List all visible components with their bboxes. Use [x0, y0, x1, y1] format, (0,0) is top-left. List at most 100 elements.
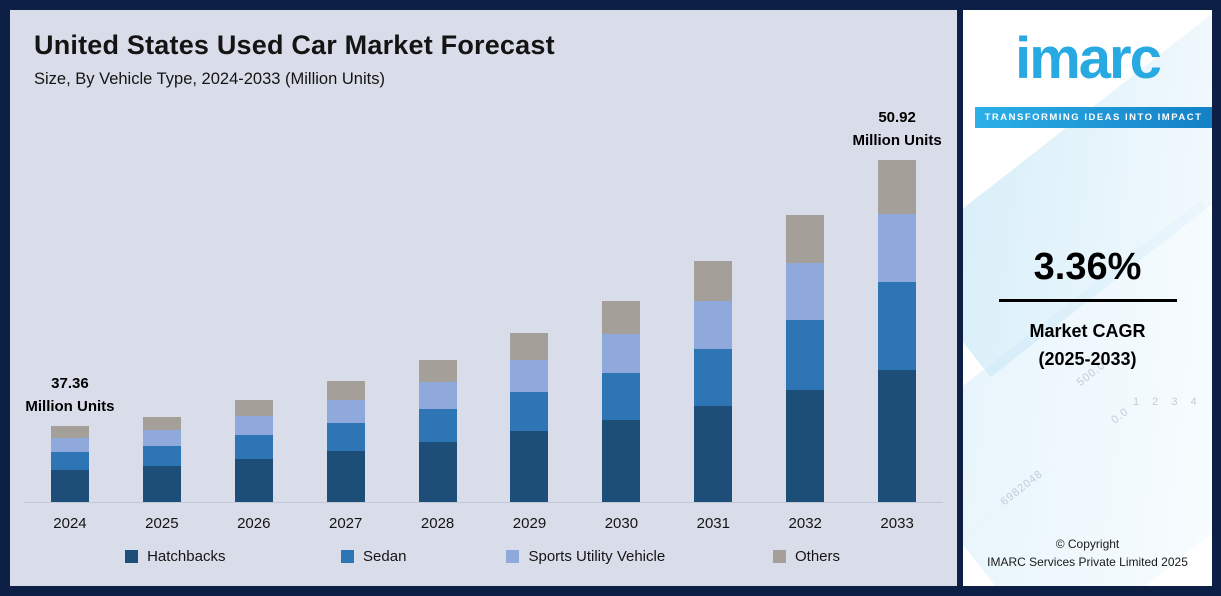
stacked-bar [786, 215, 825, 502]
stacked-bar [694, 261, 733, 502]
stacked-bar [510, 333, 549, 502]
x-axis-label: 2029 [512, 515, 547, 532]
legend-label: Sports Utility Vehicle [528, 548, 666, 565]
copyright-line1: © Copyright [1055, 536, 1120, 551]
decorative-number: 1 2 3 4 [1133, 396, 1202, 408]
chart-title: United States Used Car Market Forecast [34, 30, 555, 60]
bar-segment-sports-utility-vehicle [418, 382, 457, 409]
bar-segment-hatchbacks [602, 420, 641, 502]
bar-segment-hatchbacks [694, 406, 733, 502]
bar-segment-hatchbacks [418, 442, 457, 502]
bar-segment-hatchbacks [142, 466, 181, 502]
legend-item-sedan: Sedan [341, 548, 406, 565]
copyright-line2: IMARC Services Private Limited 2025 [987, 555, 1188, 570]
bar-segment-sedan [50, 452, 89, 470]
bar-segment-sports-utility-vehicle [694, 301, 733, 349]
stacked-bar [418, 360, 457, 502]
bar-segment-sedan [694, 349, 733, 406]
legend-swatch [772, 550, 786, 563]
legend-label: Hatchbacks [147, 548, 226, 565]
bar-column-2027: 2027 [300, 154, 392, 532]
legend-label: Others [794, 548, 840, 565]
x-axis-line [24, 502, 943, 503]
legend-item-sports-utility-vehicle: Sports Utility Vehicle [506, 548, 665, 565]
cagr-caption-line1: Market CAGR [1029, 321, 1146, 341]
stacked-bar [326, 381, 365, 502]
x-axis-label: 2033 [880, 515, 914, 532]
bar-segment-sedan [602, 373, 641, 420]
x-axis-label: 2028 [420, 515, 455, 532]
x-axis-label: 2030 [604, 515, 639, 532]
bar-segment-sedan [418, 409, 457, 442]
imarc-tagline: TRANSFORMING IDEAS INTO IMPACT [975, 107, 1212, 128]
bar-segment-sports-utility-vehicle [142, 430, 181, 446]
bar-segment-hatchbacks [510, 431, 549, 502]
bar-segment-sports-utility-vehicle [602, 334, 641, 373]
bar-segment-sedan [786, 320, 825, 390]
cagr-value: 3.36% [1033, 246, 1142, 288]
bar-segment-sports-utility-vehicle [786, 263, 825, 320]
cagr-block: 3.36% Market CAGR (2025-2033) [963, 246, 1212, 374]
bar-segment-hatchbacks [878, 370, 917, 502]
bar-column-2025: 2025 [116, 154, 208, 532]
legend-swatch [341, 550, 355, 563]
bar-column-2033: 2033 50.92 Million Units [851, 109, 943, 532]
stacked-bar [142, 417, 181, 502]
stacked-bar [602, 301, 641, 502]
bar-segment-others [694, 261, 733, 301]
bar-segment-others [602, 301, 641, 334]
bar-column-2024: 2024 37.36 Million Units [24, 154, 116, 532]
legend-item-hatchbacks: Hatchbacks [125, 548, 225, 565]
bar-segment-hatchbacks [234, 459, 273, 502]
bar-segment-others [878, 160, 917, 214]
bar-segment-sports-utility-vehicle [234, 416, 273, 435]
stacked-bar [234, 400, 273, 502]
legend-swatch [506, 550, 520, 563]
bar-segment-others [50, 426, 89, 438]
bar-segment-hatchbacks [50, 470, 89, 502]
x-axis-label: 2032 [788, 515, 822, 532]
bar-segment-others [418, 360, 457, 382]
bar-segment-others [142, 417, 181, 430]
bar-segment-hatchbacks [326, 451, 365, 502]
copyright: © Copyright IMARC Services Private Limit… [963, 535, 1212, 572]
bar-column-2026: 2026 [208, 154, 300, 532]
bar-segment-others [786, 215, 825, 263]
bar-segment-others [510, 333, 549, 360]
x-axis-label: 2031 [696, 515, 730, 532]
bar-column-2031: 2031 [667, 154, 759, 532]
imarc-logo: imarc [963, 30, 1212, 88]
total-label-2024: 37.36 Million Units [25, 375, 115, 415]
x-axis-label: 2027 [328, 515, 363, 532]
legend-label: Sedan [363, 548, 407, 565]
x-axis-label: 2026 [237, 515, 271, 532]
x-axis-label: 2024 [53, 515, 87, 532]
branding-sidebar: 500.0 0.0 1 2 3 4 6982048 imarc TRANSFOR… [963, 10, 1212, 586]
bar-segment-sedan [234, 435, 273, 459]
chart-panel: United States Used Car Market Forecast S… [10, 10, 957, 586]
cagr-caption-line2: (2025-2033) [1038, 348, 1137, 369]
bar-segment-sports-utility-vehicle [50, 438, 89, 452]
legend-item-others: Others [772, 548, 840, 565]
cagr-underline [998, 299, 1177, 302]
bar-segment-sports-utility-vehicle [878, 214, 917, 282]
imarc-logo-text: imarc [1015, 26, 1162, 91]
stacked-bar-chart: 2024 37.36 Million Units 2025 2026 2027 2028 20… [24, 109, 943, 532]
bar-segment-sports-utility-vehicle [326, 400, 365, 423]
legend-swatch [125, 550, 139, 563]
total-label-2033: 50.92 Million Units [852, 109, 942, 149]
bar-column-2032: 2032 [759, 154, 851, 532]
bar-segment-sports-utility-vehicle [510, 360, 549, 392]
bar-column-2028: 2028 [392, 154, 484, 532]
bar-segment-hatchbacks [786, 390, 825, 502]
chart-legend: Hatchbacks Sedan Sports Utility Vehicle Oth… [24, 548, 943, 566]
chart-header: United States Used Car Market Forecast S… [34, 30, 555, 89]
bar-segment-sedan [326, 423, 365, 451]
bar-segment-sedan [142, 446, 181, 466]
bar-segment-sedan [510, 392, 549, 431]
bar-segment-others [326, 381, 365, 400]
bar-segment-others [234, 400, 273, 416]
bar-column-2030: 2030 [575, 154, 667, 532]
x-axis-label: 2025 [145, 515, 179, 532]
chart-subtitle: Size, By Vehicle Type, 2024-2033 (Millio… [34, 70, 385, 88]
